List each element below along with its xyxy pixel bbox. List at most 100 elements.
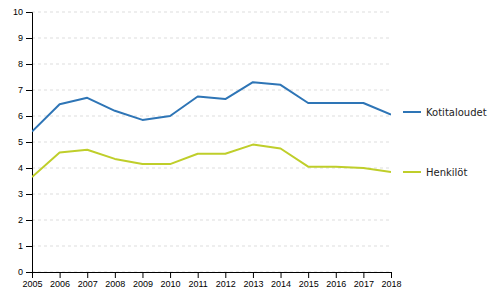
x-tick: 2012 <box>216 272 236 289</box>
y-tick: 4 <box>18 163 32 173</box>
tick-mark <box>363 272 364 278</box>
tick-mark <box>26 246 32 247</box>
tick-label: 5 <box>18 137 23 147</box>
tick-mark <box>26 12 32 13</box>
tick-label: 6 <box>18 111 23 121</box>
grid-line <box>32 12 391 13</box>
series-line <box>32 82 391 131</box>
tick-mark <box>253 272 254 278</box>
tick-mark <box>26 64 32 65</box>
legend-swatch <box>403 171 421 173</box>
tick-label: 2006 <box>50 279 70 289</box>
grid-line <box>32 142 391 143</box>
legend-swatch <box>403 111 421 113</box>
y-tick: 5 <box>18 137 32 147</box>
plot: 2005200620072008200920102011201220132014… <box>13 7 487 289</box>
grid-line <box>32 220 391 221</box>
x-tick: 2006 <box>50 272 70 289</box>
tick-mark <box>170 272 171 278</box>
tick-label: 2015 <box>299 279 319 289</box>
x-tick: 2016 <box>326 272 346 289</box>
x-tick: 2008 <box>105 272 125 289</box>
grid-line <box>32 116 391 117</box>
y-tick: 6 <box>18 111 32 121</box>
y-tick: 2 <box>18 215 32 225</box>
tick-label: 2014 <box>271 279 291 289</box>
tick-mark <box>115 272 116 278</box>
chart: 2005200620072008200920102011201220132014… <box>0 0 491 300</box>
y-tick: 0 <box>18 267 32 277</box>
tick-label: 10 <box>13 7 23 17</box>
grid-line <box>32 38 391 39</box>
tick-label: 4 <box>18 163 23 173</box>
legend-label: Henkilöt <box>426 167 467 178</box>
x-tick: 2017 <box>354 272 374 289</box>
tick-label: 7 <box>18 85 23 95</box>
series-line <box>32 145 391 178</box>
tick-label: 2017 <box>354 279 374 289</box>
grid-line <box>32 90 391 91</box>
tick-label: 2009 <box>133 279 153 289</box>
tick-label: 2013 <box>243 279 263 289</box>
tick-mark <box>26 116 32 117</box>
tick-label: 2011 <box>189 279 208 289</box>
x-tick: 2007 <box>78 272 98 289</box>
legend-label: Kotitaloudet <box>426 107 487 118</box>
axis-line <box>33 273 392 279</box>
tick-label: 2018 <box>381 279 401 289</box>
tick-mark <box>26 168 32 169</box>
tick-label: 2016 <box>326 279 346 289</box>
tick-label: 0 <box>18 267 23 277</box>
legend-item: Kotitaloudet <box>403 107 487 118</box>
lines <box>32 82 391 177</box>
tick-mark <box>26 220 32 221</box>
tick-label: 2008 <box>105 279 125 289</box>
grid-line <box>32 64 391 65</box>
legend: Kotitaloudet Henkilöt <box>403 107 487 178</box>
tick-mark <box>142 272 143 278</box>
x-tick: 2014 <box>271 272 291 289</box>
tick-label: 8 <box>18 59 23 69</box>
y-tick: 1 <box>18 241 32 251</box>
y-tick: 3 <box>18 189 32 199</box>
x-tick: 2010 <box>161 272 181 289</box>
tick-label: 2005 <box>22 279 42 289</box>
legend-item: Henkilöt <box>403 167 467 178</box>
x-tick: 2005 <box>22 272 42 289</box>
y-tick: 8 <box>18 59 32 69</box>
x-tick: 2009 <box>133 272 153 289</box>
tick-label: 2 <box>18 215 23 225</box>
grid-line <box>32 194 391 195</box>
tick-mark <box>26 272 32 273</box>
tick-mark <box>391 272 392 278</box>
grid <box>32 12 391 272</box>
tick-label: 9 <box>18 33 23 43</box>
tick-mark <box>308 272 309 278</box>
y-tick: 7 <box>18 85 32 95</box>
tick-mark <box>26 142 32 143</box>
tick-label: 3 <box>18 189 23 199</box>
tick-mark <box>87 272 88 278</box>
tick-mark <box>225 272 226 278</box>
x-tick: 2013 <box>243 272 263 289</box>
x-tick: 2011 <box>189 272 208 289</box>
y-axis: 0 1 2 3 4 5 6 7 8 9 10 <box>13 7 33 277</box>
tick-label: 1 <box>18 241 23 251</box>
tick-mark <box>60 272 61 278</box>
y-tick: 9 <box>18 33 32 43</box>
tick-mark <box>26 194 32 195</box>
x-tick: 2018 <box>381 272 401 289</box>
axis-line <box>26 13 33 273</box>
tick-mark <box>26 90 32 91</box>
tick-label: 2007 <box>78 279 98 289</box>
tick-mark <box>26 38 32 39</box>
x-axis: 2005 2006 2007 2008 2009 2010 2011 2012 2013 2014… <box>22 272 401 289</box>
tick-mark <box>336 272 337 278</box>
tick-mark <box>281 272 282 278</box>
x-tick: 2015 <box>299 272 319 289</box>
y-tick: 10 <box>13 7 32 17</box>
tick-label: 2010 <box>161 279 181 289</box>
grid-line <box>32 246 391 247</box>
tick-label: 2012 <box>216 279 236 289</box>
tick-mark <box>198 272 199 278</box>
